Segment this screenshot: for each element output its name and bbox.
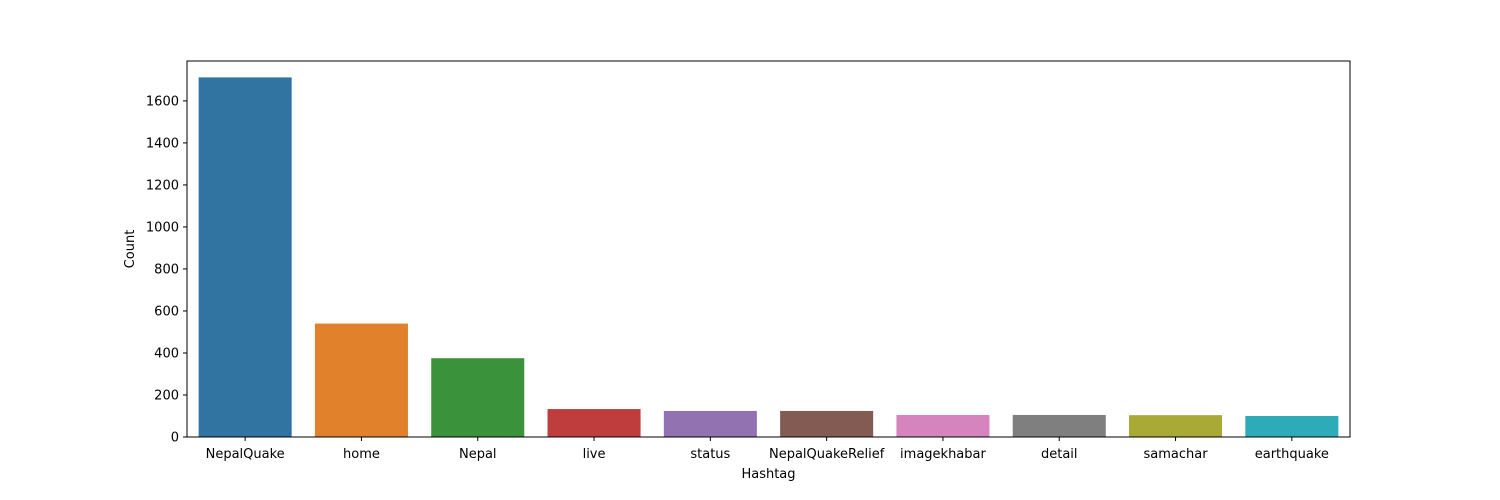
y-axis: 0 200 400 600 800 1000 1200 1400 1600 [146, 94, 187, 446]
y-tick-label: 1400 [146, 136, 179, 151]
bar-imagekhabar [896, 414, 990, 437]
bar-live [547, 409, 641, 437]
y-tick-label: 400 [154, 346, 179, 361]
x-tick-label: NepalQuake [206, 447, 285, 462]
bar-NepalQuakeRelief [780, 410, 874, 437]
y-tick-label: 0 [171, 431, 179, 446]
x-tick-label: live [583, 447, 606, 462]
y-axis-label: Count [123, 230, 138, 269]
plot-frame [186, 60, 1351, 438]
x-tick-label: NepalQuakeRelief [769, 447, 885, 462]
x-tick-label: earthquake [1255, 447, 1329, 462]
bar-NepalQuake [198, 77, 292, 437]
x-tick-label: home [343, 447, 380, 462]
y-tick-label: 600 [154, 304, 179, 319]
x-axis-label: Hashtag [741, 467, 795, 482]
bar-home [314, 323, 408, 437]
y-tick-label: 1600 [146, 94, 179, 109]
x-tick-label: samachar [1144, 447, 1209, 462]
bar-detail [1012, 414, 1106, 437]
y-tick-label: 800 [154, 262, 179, 277]
y-tick-label: 1000 [146, 220, 179, 235]
x-tick-label: imagekhabar [900, 447, 986, 462]
bar-samachar [1129, 415, 1223, 437]
x-tick-label: status [690, 447, 730, 462]
x-tick-label: detail [1041, 447, 1078, 462]
y-tick-label: 1200 [146, 178, 179, 193]
bar-earthquake [1245, 415, 1339, 437]
bars-layer [198, 77, 1339, 437]
y-tick-label: 200 [154, 388, 179, 403]
x-tick-label: Nepal [459, 447, 497, 462]
bar-status [663, 410, 757, 437]
x-axis: NepalQuake home Nepal live status NepalQuakeR… [206, 437, 1329, 462]
bar-Nepal [431, 358, 525, 437]
